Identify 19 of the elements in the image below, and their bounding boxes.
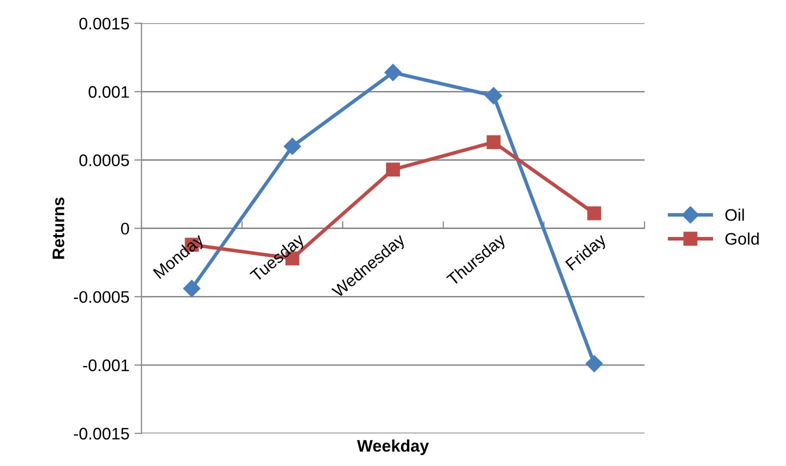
point xyxy=(486,135,501,150)
point xyxy=(384,64,402,82)
y-axis-title: Returns xyxy=(52,198,64,259)
legend-label: Gold xyxy=(725,232,759,245)
point xyxy=(587,206,602,220)
y-tick-label: -0.0005 xyxy=(74,291,129,303)
y-tick-label: 0.0005 xyxy=(79,154,129,166)
legend-label: Oil xyxy=(725,208,744,221)
point xyxy=(183,280,200,298)
point xyxy=(284,138,301,155)
x-axis-title: Weekday xyxy=(357,440,429,456)
y-tick-label: -0.0015 xyxy=(74,428,129,440)
y-tick-label: -0.001 xyxy=(83,359,129,372)
y-tick-label: 0.001 xyxy=(88,86,129,98)
point xyxy=(485,87,502,104)
point xyxy=(586,355,603,372)
y-tick-label: 0 xyxy=(121,222,130,235)
y-tick-label: 0.0015 xyxy=(79,18,129,30)
point xyxy=(386,162,400,177)
